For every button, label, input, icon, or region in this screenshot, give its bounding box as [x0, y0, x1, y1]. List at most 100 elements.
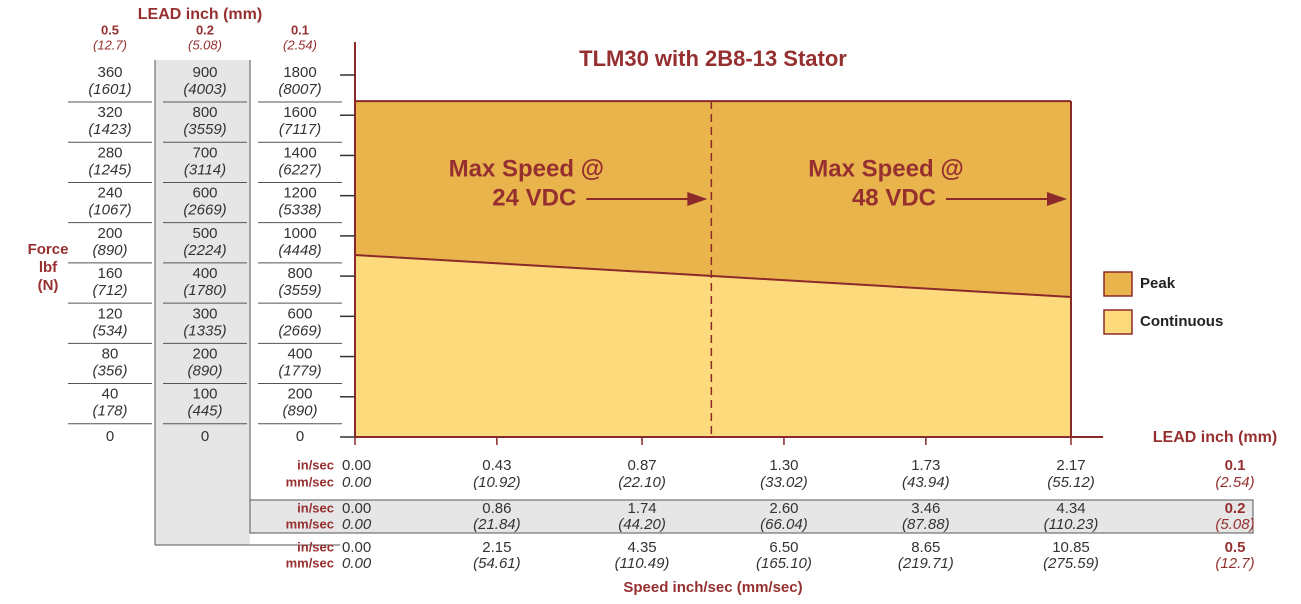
- y-tick-label-n: (890): [92, 242, 127, 259]
- area-edge: [354, 253, 1072, 299]
- y-tick-label: 0: [106, 428, 114, 445]
- x-tick-label-mm: (43.94): [902, 474, 950, 491]
- x-tick-label: 2.15: [482, 539, 511, 556]
- x-tick-label-mm: 0.00: [342, 474, 372, 491]
- y-tick-label: 600: [287, 305, 312, 322]
- lead-mm: (2.54): [283, 37, 317, 52]
- y-tick-label: 160: [97, 265, 122, 282]
- unit: mm/sec: [286, 555, 334, 570]
- x-tick-label-mm: (66.04): [760, 516, 808, 533]
- lead: 0.2: [196, 22, 214, 37]
- x-tick-label: 0.00: [342, 500, 371, 517]
- lead-header: LEAD inch (mm): [138, 6, 262, 23]
- x-tick-label-mm: (21.84): [473, 516, 521, 533]
- y-tick-label-n: (1779): [278, 363, 321, 380]
- y-tick-label: 600: [192, 185, 217, 202]
- y-tick-label: 280: [97, 144, 122, 161]
- y-axis-label: lbf: [39, 259, 58, 276]
- y-tick-label-n: (890): [282, 403, 317, 420]
- annotation: Max Speed @: [449, 155, 604, 182]
- y-tick-label: 200: [192, 346, 217, 363]
- y-tick-label-n: (712): [92, 282, 127, 299]
- lead-mm: (5.08): [188, 37, 222, 52]
- legend-label: Peak: [1140, 275, 1176, 292]
- x-tick-label-mm: (275.59): [1043, 555, 1099, 572]
- x-tick-label: 4.35: [627, 539, 656, 556]
- y-axis-label: Force: [28, 241, 69, 258]
- y-tick-label: 120: [97, 305, 122, 322]
- annotation: Max Speed @: [808, 155, 963, 182]
- x-tick-label: 6.50: [769, 539, 798, 556]
- y-tick-label: 40: [102, 386, 119, 403]
- y-tick-label-n: (6227): [278, 161, 321, 178]
- y-tick-label: 80: [102, 346, 119, 363]
- x-tick-label: 1.30: [769, 457, 798, 474]
- y-tick-label: 200: [97, 225, 122, 242]
- x-tick-label: 1.74: [627, 500, 656, 517]
- legend-label: Continuous: [1140, 313, 1223, 330]
- x-tick-label-mm: (219.71): [898, 555, 954, 572]
- y-tick-label-n: (7117): [279, 121, 321, 138]
- lead-mm: (2.54): [1215, 474, 1254, 491]
- lead-mm: (12.7): [1215, 555, 1254, 572]
- y-tick-label-n: (1067): [88, 202, 131, 219]
- x-tick-label: 0.87: [627, 457, 656, 474]
- y-tick-label-n: (2224): [183, 242, 226, 259]
- y-tick-label: 360: [97, 64, 122, 81]
- y-tick-label-n: (3559): [183, 121, 226, 138]
- y-tick-label-n: (2669): [278, 322, 321, 339]
- y-tick-label-n: (3559): [278, 282, 321, 299]
- unit: in/sec: [297, 500, 334, 515]
- y-tick-label: 800: [192, 104, 217, 121]
- y-axis-label: (N): [38, 277, 59, 294]
- x-tick-label-mm: (110.49): [615, 555, 670, 572]
- x-tick-label: 2.60: [769, 500, 798, 517]
- y-tick-label-n: (1780): [183, 282, 226, 299]
- x-tick-label-mm: 0.00: [342, 555, 372, 572]
- x-tick-label-mm: (22.10): [618, 474, 666, 491]
- lead: 0.1: [291, 22, 309, 37]
- area: [355, 254, 1071, 437]
- x-tick-label-mm: (110.23): [1044, 516, 1099, 533]
- lead-mm: (5.08): [1215, 516, 1254, 533]
- y-tick-label: 1600: [283, 104, 316, 121]
- y-tick-label-n: (1423): [88, 121, 131, 138]
- y-tick-label: 800: [287, 265, 312, 282]
- x-tick-label: 8.65: [911, 539, 940, 556]
- unit: mm/sec: [286, 516, 334, 531]
- y-tick-label-n: (890): [187, 363, 222, 380]
- y-tick-label-n: (3114): [184, 161, 226, 178]
- x-tick-label-mm: (44.20): [618, 516, 666, 533]
- x-tick-label-mm: 0.00: [342, 516, 372, 533]
- x-tick-label-mm: (87.88): [902, 516, 950, 533]
- x-tick-label: 1.73: [911, 457, 940, 474]
- y-tick-label-n: (356): [92, 363, 127, 380]
- y-tick-label-n: (4448): [278, 242, 321, 259]
- y-tick-label: 400: [192, 265, 217, 282]
- x-tick-label: 2.17: [1056, 457, 1085, 474]
- lead: 0.5: [1225, 539, 1246, 556]
- y-tick-label-n: (4003): [183, 81, 226, 98]
- y-tick-label: 1400: [283, 144, 316, 161]
- y-tick-label-n: (534): [92, 322, 127, 339]
- x-tick-label: 10.85: [1052, 539, 1090, 556]
- y-tick-label-n: (2669): [183, 202, 226, 219]
- arrow-head: [1047, 192, 1067, 206]
- x-tick-label-mm: (55.12): [1047, 474, 1095, 491]
- unit: in/sec: [297, 539, 334, 554]
- lead: 0.5: [101, 22, 119, 37]
- y-tick-label: 0: [201, 428, 209, 445]
- y-tick-label-n: (1245): [88, 161, 131, 178]
- annotation: 48 VDC: [852, 184, 936, 211]
- x-axis-label: Speed inch/sec (mm/sec): [623, 579, 802, 596]
- annotation: 24 VDC: [492, 184, 576, 211]
- y-tick-label: 400: [287, 346, 312, 363]
- y-tick-label-n: (8007): [278, 81, 321, 98]
- y-tick-label: 900: [192, 64, 217, 81]
- arrow-head: [687, 192, 708, 206]
- y-tick-label: 0: [296, 428, 304, 445]
- x-tick-label-mm: (33.02): [760, 474, 808, 491]
- y-tick-label-n: (445): [187, 403, 222, 420]
- x-tick-label-mm: (54.61): [473, 555, 521, 572]
